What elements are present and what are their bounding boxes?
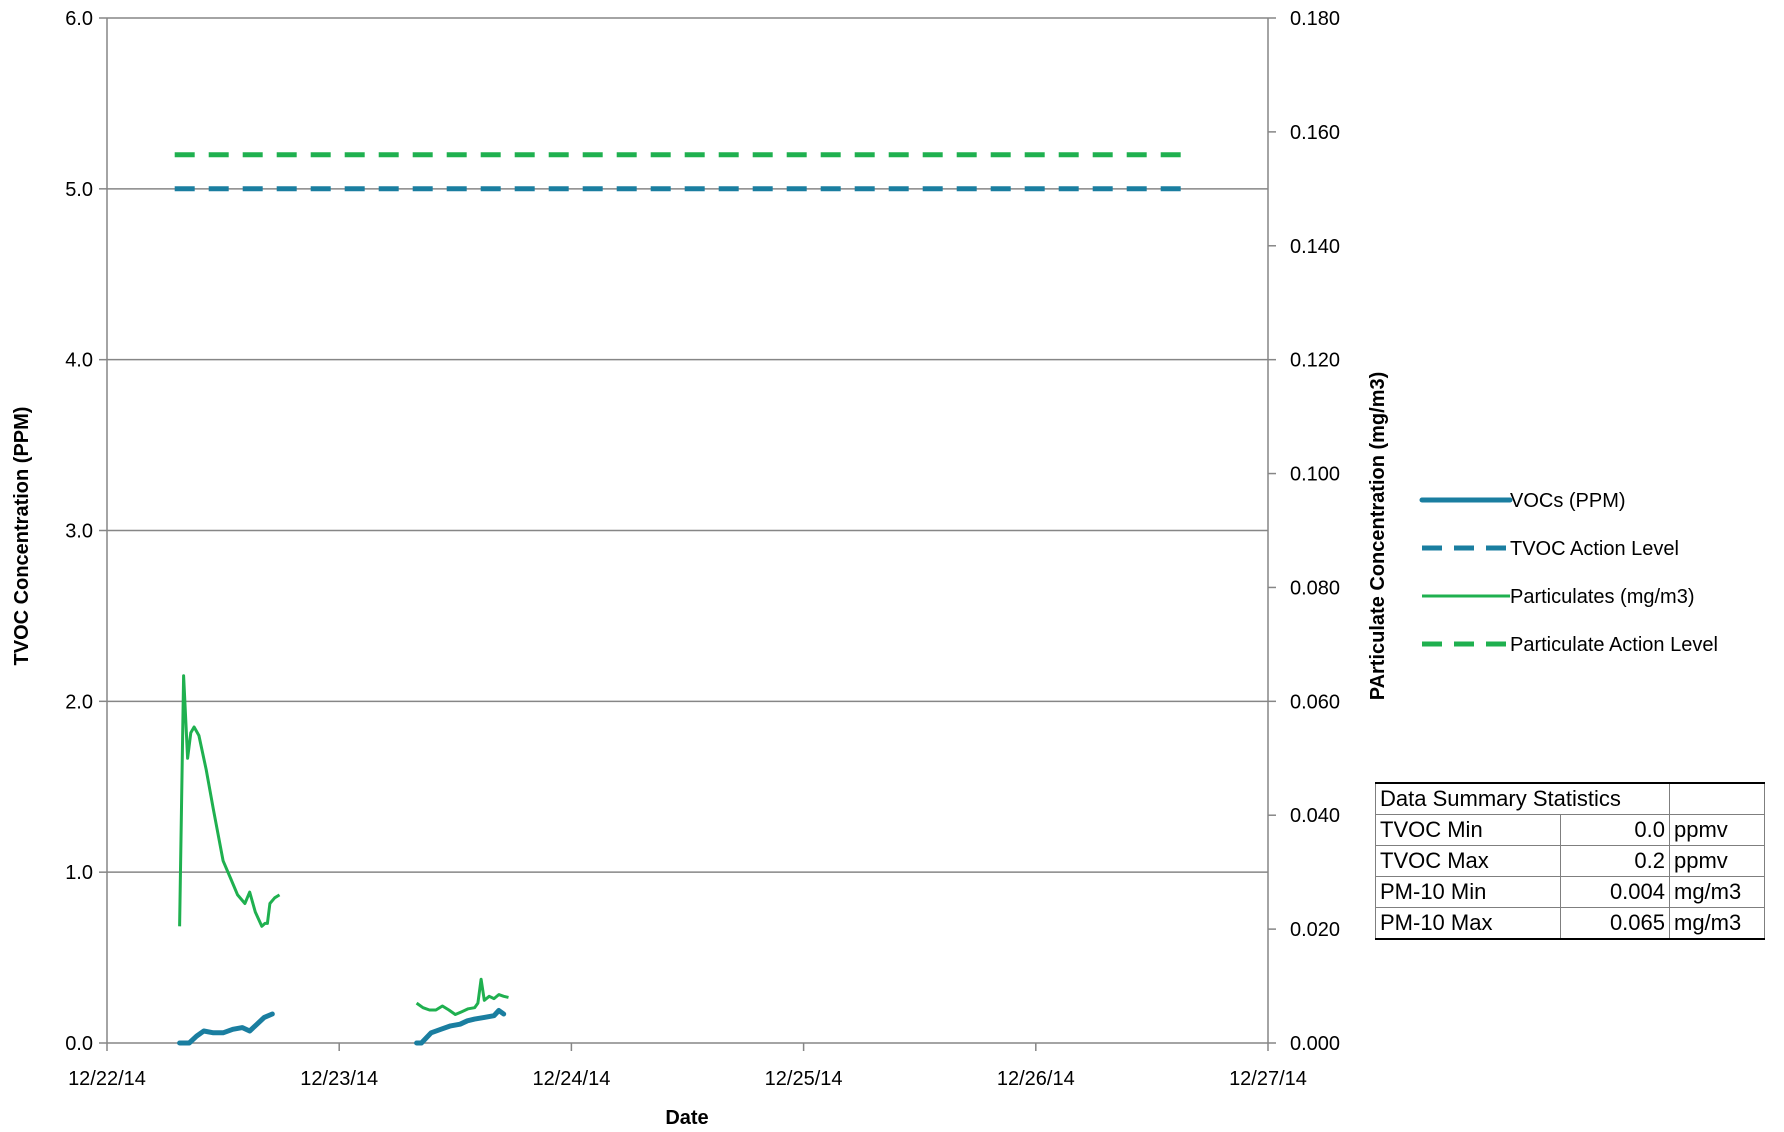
y-right-tick-label: 0.060 xyxy=(1290,691,1340,713)
stats-header-blank xyxy=(1669,782,1765,815)
stats-row: TVOC Min 0.0 ppmv xyxy=(1375,814,1765,846)
legend-label: TVOC Action Level xyxy=(1510,538,1679,560)
series-line-vocs-ppm xyxy=(177,1011,275,1046)
series-group xyxy=(174,152,1191,1046)
stats-unit: ppmv xyxy=(1669,814,1765,846)
y-left-tick-label: 4.0 xyxy=(65,350,93,372)
stats-header-row: Data Summary Statistics xyxy=(1375,782,1765,815)
axes xyxy=(99,17,1276,1051)
x-tick-label: 12/25/14 xyxy=(765,1068,843,1090)
gridlines xyxy=(107,17,1268,873)
stats-row: TVOC Max 0.2 ppmv xyxy=(1375,845,1765,877)
y-right-tick-label: 0.180 xyxy=(1290,8,1340,30)
y-right-tick-label: 0.000 xyxy=(1290,1033,1340,1055)
stats-label: TVOC Max xyxy=(1375,845,1561,877)
y-right-tick-label: 0.040 xyxy=(1290,805,1340,827)
summary-stats-table: Data Summary Statistics TVOC Min 0.0 ppm… xyxy=(1375,782,1765,940)
legend: VOCs (PPM) TVOC Action Level Particulates … xyxy=(1419,490,1718,656)
legend-label: Particulate Action Level xyxy=(1510,634,1718,656)
y-left-tick-label: 3.0 xyxy=(65,521,93,543)
y-right-tick-label: 0.140 xyxy=(1290,236,1340,258)
y-axis-left-title: TVOC Concentration (PPM) xyxy=(11,407,33,666)
tick-labels: 0.0 1.0 2.0 3.0 4.0 5.0 6.0 0.000 0.020 0.040 0.06… xyxy=(65,8,1340,1090)
stats-row: PM-10 Max 0.065 mg/m3 xyxy=(1375,907,1765,940)
y-right-tick-label: 0.160 xyxy=(1290,122,1340,144)
stats-value: 0.2 xyxy=(1560,845,1670,877)
legend-label: VOCs (PPM) xyxy=(1510,490,1626,512)
y-left-tick-label: 6.0 xyxy=(65,8,93,30)
stats-unit: mg/m3 xyxy=(1669,876,1765,908)
y-left-tick-label: 5.0 xyxy=(65,179,93,201)
series-line-vocs-ppm xyxy=(414,1008,507,1046)
y-left-tick-label: 1.0 xyxy=(65,862,93,884)
y-right-tick-label: 0.080 xyxy=(1290,577,1340,599)
x-tick-label: 12/24/14 xyxy=(532,1068,610,1090)
y-right-tick-label: 0.120 xyxy=(1290,350,1340,372)
stats-label: PM-10 Min xyxy=(1375,876,1561,908)
stats-row: PM-10 Min 0.004 mg/m3 xyxy=(1375,876,1765,908)
y-axis-right-title: PArticulate Concentration (mg/m3) xyxy=(1367,372,1389,701)
legend-label: Particulates (mg/m3) xyxy=(1510,586,1695,608)
x-tick-label: 12/26/14 xyxy=(997,1068,1075,1090)
x-tick-label: 12/22/14 xyxy=(68,1068,146,1090)
stats-value: 0.0 xyxy=(1560,814,1670,846)
stats-value: 0.004 xyxy=(1560,876,1670,908)
stats-value: 0.065 xyxy=(1560,907,1670,940)
x-tick-label: 12/27/14 xyxy=(1229,1068,1307,1090)
x-axis-title: Date xyxy=(665,1107,708,1129)
series-line-particulates-mg-m3 xyxy=(178,674,281,928)
x-tick-label: 12/23/14 xyxy=(300,1068,378,1090)
series-line-particulates-mg-m3 xyxy=(415,977,509,1016)
y-left-tick-label: 2.0 xyxy=(65,691,93,713)
y-right-tick-label: 0.020 xyxy=(1290,919,1340,941)
stats-label: TVOC Min xyxy=(1375,814,1561,846)
y-left-tick-label: 0.0 xyxy=(65,1033,93,1055)
stats-title: Data Summary Statistics xyxy=(1375,782,1670,815)
stats-unit: mg/m3 xyxy=(1669,907,1765,940)
stats-unit: ppmv xyxy=(1669,845,1765,877)
stats-label: PM-10 Max xyxy=(1375,907,1561,940)
y-right-tick-label: 0.100 xyxy=(1290,464,1340,486)
